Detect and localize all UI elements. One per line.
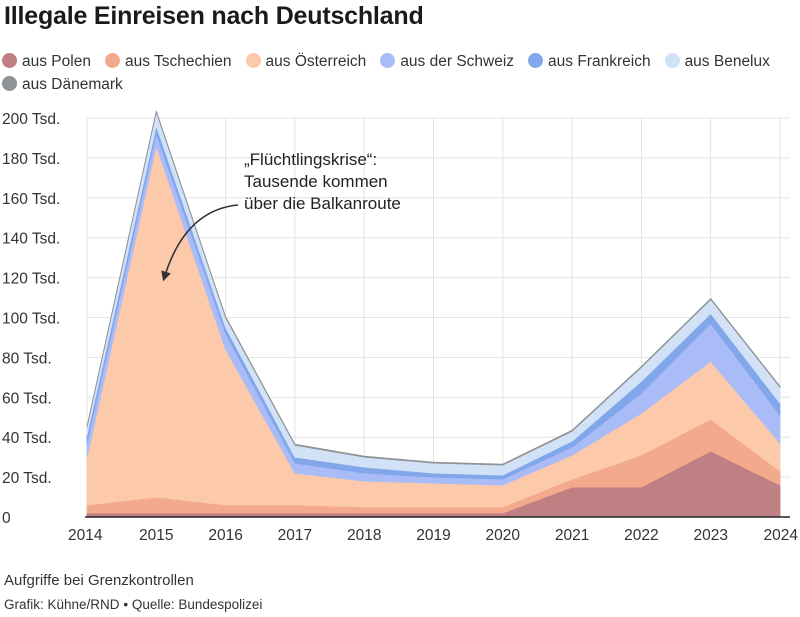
legend: aus Polen aus Tschechien aus Österreich aus… [2,50,792,96]
axes: 0 20 Tsd. 40 Tsd. 60 Tsd. 80 Tsd. 100 Tsd. 120… [2,111,798,544]
legend-swatch [528,53,544,68]
y-tick-label: 20 Tsd. [2,470,52,487]
legend-label: aus Benelux [684,53,770,70]
legend-swatch [245,53,261,68]
annotation-line: Tausende kommen [244,172,388,191]
credits-author: Grafik: Kühne/RND [4,597,120,612]
x-tick-label: 2022 [624,527,658,544]
x-tick-label: 2014 [68,527,103,544]
y-tick-label: 120 Tsd. [2,271,60,288]
x-tick-label: 2017 [278,527,312,544]
legend-item-aus-frankreich: aus Frankreich [528,50,651,73]
y-tick-label: 0 [2,510,11,527]
x-tick-label: 2023 [693,527,727,544]
y-tick-label: 200 Tsd. [2,111,60,128]
legend-item-aus-oesterreich: aus Österreich [245,50,367,73]
y-tick-label: 180 Tsd. [2,151,60,168]
chart-subtitle: Aufgriffe bei Grenzkontrollen [4,572,194,589]
credits-separator: • [123,597,129,612]
legend-label: aus Frankreich [548,53,651,70]
x-tick-label: 2016 [208,527,242,544]
area-aus-daenemark [86,110,781,466]
y-tick-label: 80 Tsd. [2,350,52,367]
x-tick-label: 2015 [139,527,173,544]
legend-label: aus Österreich [265,53,367,70]
legend-item-aus-benelux: aus Benelux [664,50,770,73]
x-tick-label: 2019 [416,527,450,544]
legend-swatch [664,53,680,68]
legend-item-aus-polen: aus Polen [2,50,91,73]
annotation-line: „Flüchtlingskrise“: [244,150,377,169]
x-tick-label: 2021 [555,527,589,544]
legend-label: aus Polen [22,53,91,70]
credits-source: Quelle: Bundespolizei [131,597,263,612]
y-tick-label: 160 Tsd. [2,191,60,208]
annotation-arrow [161,204,239,282]
legend-swatch [104,53,120,68]
legend-label: aus Tschechien [124,53,232,70]
annotation-line: über die Balkanroute [244,194,401,213]
legend-swatch [2,76,17,91]
y-tick-label: 140 Tsd. [2,231,60,248]
y-tick-label: 100 Tsd. [2,311,60,328]
legend-item-aus-tschechien: aus Tschechien [104,50,232,73]
legend-label: aus Dänemark [22,76,123,93]
legend-item-aus-der-schweiz: aus der Schweiz [380,50,514,73]
x-tick-label: 2020 [486,527,521,544]
y-tick-label: 40 Tsd. [2,430,52,447]
legend-item-aus-daenemark: aus Dänemark [2,73,123,96]
legend-label: aus der Schweiz [400,53,515,70]
annotation: „Flüchtlingskrise“: Tausende kommen über d… [161,150,401,282]
legend-swatch [380,53,396,68]
chart-title: Illegale Einreisen nach Deutschland [4,2,424,30]
chart-credits: Grafik: Kühne/RND • Quelle: Bundespolize… [4,597,262,612]
legend-swatch [2,53,17,68]
x-tick-label: 2018 [347,527,381,544]
x-tick-label: 2024 [764,527,799,544]
y-tick-label: 60 Tsd. [2,390,52,407]
